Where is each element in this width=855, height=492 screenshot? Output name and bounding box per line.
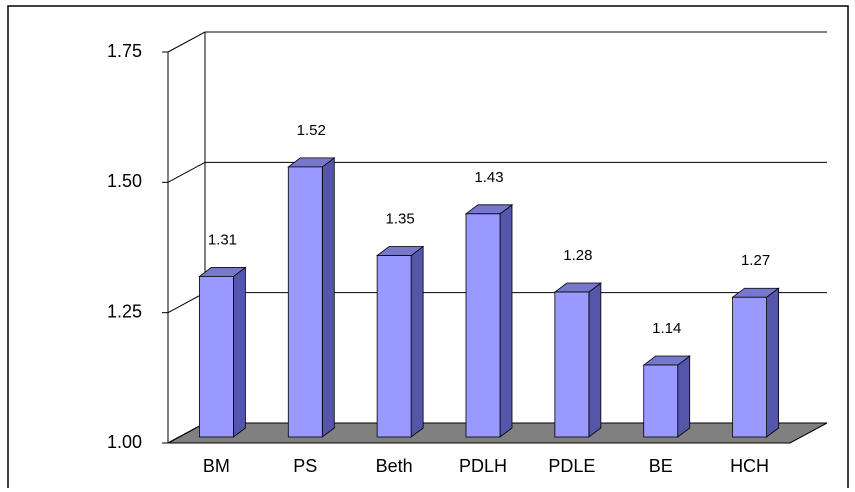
bar-side — [321, 157, 335, 438]
bar — [554, 291, 590, 438]
value-label: 1.28 — [563, 247, 592, 264]
x-tick-label: BE — [649, 456, 673, 476]
grid-line — [167, 31, 827, 53]
value-label: 1.31 — [208, 231, 237, 248]
value-label: 1.35 — [386, 211, 415, 228]
bar — [465, 213, 501, 438]
bar-side — [766, 287, 779, 438]
y-tick-label: 1.00 — [107, 432, 142, 452]
value-label: 1.27 — [741, 252, 770, 269]
value-label: 1.43 — [474, 169, 503, 186]
bar-side — [233, 266, 246, 438]
bar — [732, 296, 767, 438]
bar — [376, 255, 412, 438]
bar-side — [410, 245, 424, 438]
bar — [199, 275, 234, 438]
frame — [7, 5, 849, 488]
y-tick-label: 1.75 — [107, 41, 142, 61]
bar — [287, 166, 323, 438]
bar — [643, 364, 679, 438]
x-tick-label: PDLH — [459, 456, 507, 476]
value-label: 1.52 — [297, 122, 326, 139]
bar-side — [677, 355, 691, 438]
y-tick-label: 1.50 — [107, 171, 142, 191]
x-tick-label: PS — [293, 456, 317, 476]
x-tick-label: PDLE — [548, 456, 595, 476]
x-tick-label: HCH — [730, 456, 769, 476]
x-tick-label: BM — [203, 456, 230, 476]
bar-side — [499, 204, 513, 438]
grid-line — [167, 161, 827, 183]
bar-side — [588, 282, 602, 438]
x-tick-label: Beth — [376, 456, 413, 476]
y-tick-label: 1.25 — [107, 301, 142, 321]
value-label: 1.14 — [652, 320, 681, 337]
